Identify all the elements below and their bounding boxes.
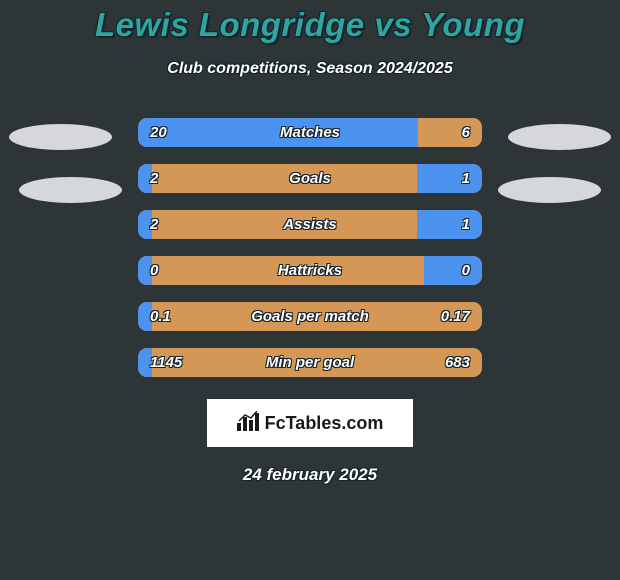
bar-label: Assists <box>138 210 482 239</box>
bar-matches: 20 Matches 6 <box>138 118 482 147</box>
bars-container: 20 Matches 6 2 Goals 1 2 Assists 1 0 Hat… <box>138 118 482 377</box>
logo-text: FcTables.com <box>265 413 384 434</box>
bar-label: Matches <box>138 118 482 147</box>
bar-assists: 2 Assists 1 <box>138 210 482 239</box>
bar-label: Hattricks <box>138 256 482 285</box>
player-left-avatar-1 <box>9 124 112 150</box>
player-right-avatar-2 <box>498 177 601 203</box>
bar-goals-per-match: 0.1 Goals per match 0.17 <box>138 302 482 331</box>
page-subtitle: Club competitions, Season 2024/2025 <box>0 60 620 78</box>
bar-right-value: 6 <box>462 118 470 147</box>
chart-icon <box>237 411 259 436</box>
bar-right-value: 1 <box>462 164 470 193</box>
bar-right-value: 683 <box>445 348 470 377</box>
page-title: Lewis Longridge vs Young <box>0 6 620 44</box>
bar-hattricks: 0 Hattricks 0 <box>138 256 482 285</box>
bar-label: Goals per match <box>138 302 482 331</box>
bar-right-value: 0 <box>462 256 470 285</box>
player-right-avatar-1 <box>508 124 611 150</box>
bar-label: Goals <box>138 164 482 193</box>
comparison-infographic: Lewis Longridge vs Young Club competitio… <box>0 0 620 580</box>
logo-box: FcTables.com <box>207 399 413 447</box>
date-label: 24 february 2025 <box>0 465 620 485</box>
bar-goals: 2 Goals 1 <box>138 164 482 193</box>
bar-right-value: 1 <box>462 210 470 239</box>
bar-min-per-goal: 1145 Min per goal 683 <box>138 348 482 377</box>
bar-right-value: 0.17 <box>441 302 470 331</box>
bar-label: Min per goal <box>138 348 482 377</box>
player-left-avatar-2 <box>19 177 122 203</box>
